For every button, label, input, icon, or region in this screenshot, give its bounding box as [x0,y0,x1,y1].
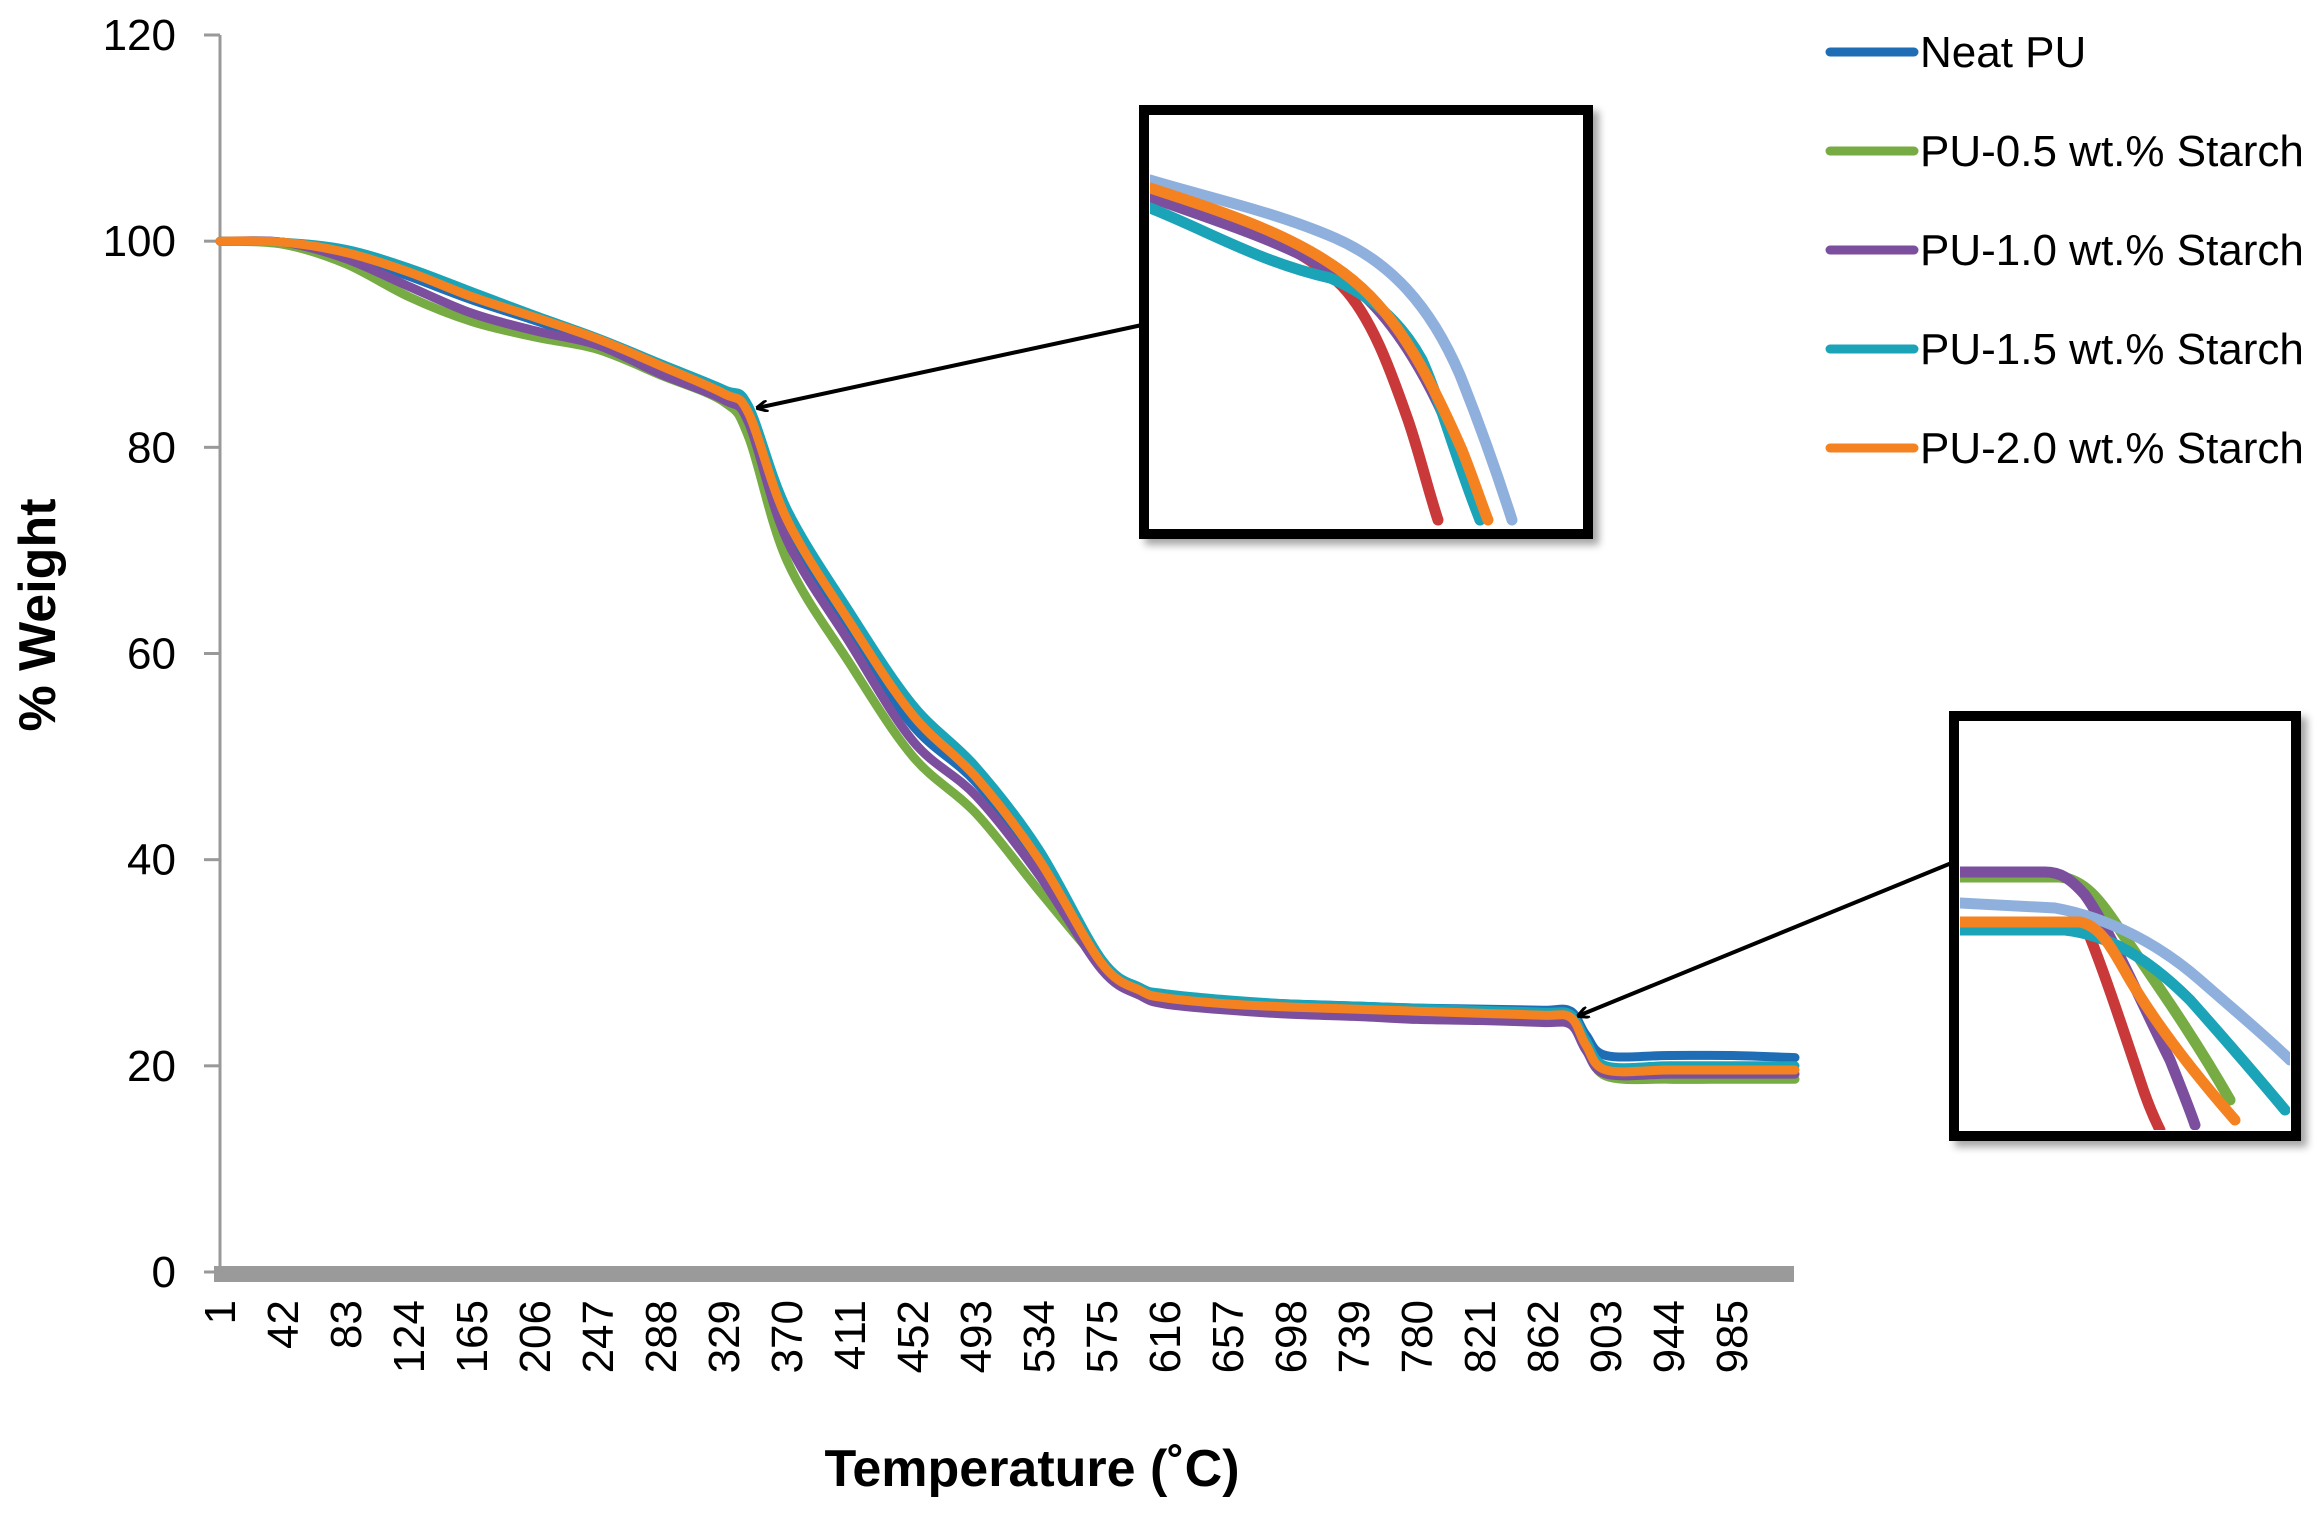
legend-label: PU-0.5 wt.% Starch [1920,127,2304,176]
x-tick-label: 329 [700,1300,749,1373]
legend-label: PU-1.5 wt.% Starch [1920,325,2304,374]
x-tick-group: 1 42 83 124 165 206 247 288 329 370 411 452 493 534 57… [196,1300,1757,1373]
x-tick-label: 903 [1582,1300,1631,1373]
x-tick-label: 206 [511,1300,560,1373]
x-tick-label: 862 [1519,1300,1568,1373]
zoom-inset-2 [1949,711,2301,1141]
x-tick-label: 83 [322,1300,371,1349]
zoom-arrow-1 [757,323,1143,408]
x-tick-label: 698 [1267,1300,1316,1373]
legend-label: PU-1.0 wt.% Starch [1920,226,2304,275]
x-tick-label: 821 [1456,1300,1505,1373]
y-tick-group: 0 20 40 60 80 100 120 [103,11,220,1297]
x-tick-label: 985 [1708,1300,1757,1373]
series-layer [215,236,1800,1085]
x-tick-label: 452 [889,1300,938,1373]
x-tick-label: 247 [574,1300,623,1373]
legend: Neat PU PU-0.5 wt.% Starch PU-1.0 wt.% Sta… [1825,28,2304,473]
x-tick-label: 739 [1330,1300,1379,1373]
zoom-arrow-2 [1578,860,1955,1016]
x-tick-label: 288 [637,1300,686,1373]
x-tick-label: 616 [1141,1300,1190,1373]
x-tick-label: 165 [448,1300,497,1373]
inset1-curve-orange [1150,182,1494,526]
y-tick-label: 80 [127,423,176,472]
x-axis-band [214,1266,1794,1282]
x-tick-label: 370 [763,1300,812,1373]
inset2-curve-red [2079,919,2166,1130]
legend-label: Neat PU [1920,28,2086,77]
y-tick-label: 60 [127,630,176,679]
x-tick-label: 534 [1015,1300,1064,1373]
y-axis-title: % Weight [9,498,67,731]
inset2-curve-orange [1960,916,2241,1126]
inset2-curve-light-blue [1960,897,2290,1066]
x-tick-label: 657 [1204,1300,1253,1373]
y-tick-label: 20 [127,1042,176,1091]
x-tick-label: 411 [826,1300,875,1370]
y-tick-label: 100 [103,217,176,266]
x-tick-label: 944 [1645,1300,1694,1373]
x-tick-label: 42 [259,1300,308,1349]
x-tick-label: 1 [196,1300,245,1324]
y-tick-label: 120 [103,11,176,60]
inset1-curve-light-blue [1150,174,1518,526]
x-tick-label: 124 [385,1300,434,1373]
legend-label: PU-2.0 wt.% Starch [1920,424,2304,473]
y-tick-label: 0 [152,1248,176,1297]
series-line-5 [215,236,1800,1077]
x-tick-label: 780 [1393,1300,1442,1373]
y-tick-label: 40 [127,836,176,885]
zoom-inset-1 [1139,105,1593,539]
x-axis-title: Temperature (˚C) [824,1440,1239,1498]
series-line-3 [215,236,1800,1081]
x-tick-label: 575 [1078,1300,1127,1373]
x-tick-label: 493 [952,1300,1001,1373]
